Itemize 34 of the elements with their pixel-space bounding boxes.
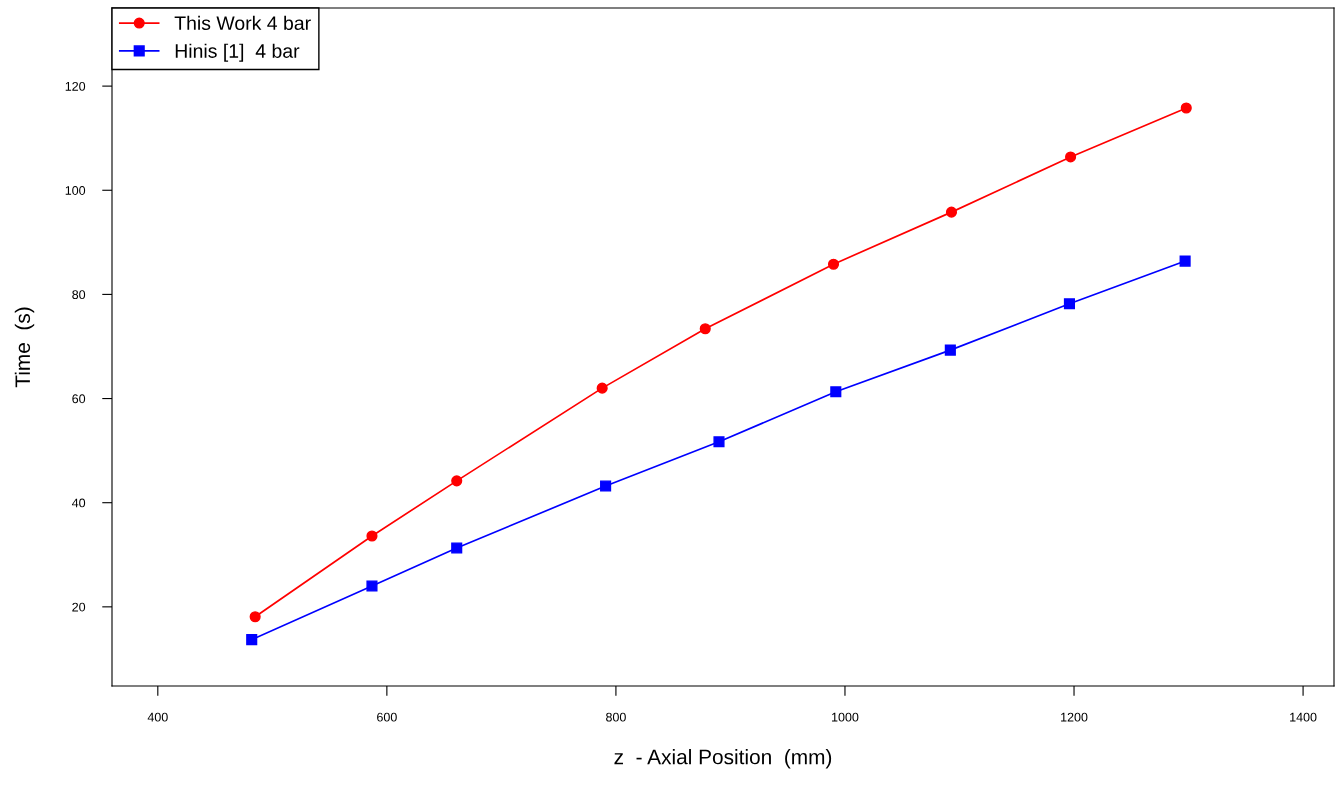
point xyxy=(944,344,956,356)
point xyxy=(713,436,725,448)
y-tick-label: 20 xyxy=(72,602,86,612)
x-tick-label: 400 xyxy=(147,712,168,722)
x-tick-label: 1000 xyxy=(832,712,859,722)
x-tick-label: 1400 xyxy=(1290,712,1317,722)
x-tick-label: 600 xyxy=(377,712,397,722)
x-axis-title: z - Axial Position (mm) xyxy=(614,749,832,769)
point xyxy=(451,542,463,554)
point xyxy=(1180,102,1192,114)
point xyxy=(246,634,258,646)
point xyxy=(1179,255,1191,267)
x-tick-label: 1200 xyxy=(1061,712,1088,722)
legend-label: This Work 4 bar xyxy=(174,15,311,31)
point xyxy=(451,475,463,487)
y-tick-label: 60 xyxy=(72,394,86,404)
point xyxy=(596,382,608,394)
legend-label: Hinis [1] 4 bar xyxy=(175,43,300,62)
point xyxy=(600,480,612,492)
y-tick-label: 80 xyxy=(72,290,86,300)
y-tick-label: 40 xyxy=(72,498,86,508)
y-tick-label: 120 xyxy=(65,81,86,91)
point xyxy=(945,206,958,218)
y-axis-title: Time (s) xyxy=(14,307,35,388)
point xyxy=(827,258,840,270)
point xyxy=(699,323,711,335)
point xyxy=(249,611,261,623)
point xyxy=(366,580,378,592)
x-tick-label: 800 xyxy=(606,712,626,722)
point xyxy=(1065,151,1077,163)
point xyxy=(1063,298,1075,310)
y-tick-label: 100 xyxy=(65,186,86,195)
point xyxy=(366,530,378,542)
point xyxy=(830,386,842,398)
